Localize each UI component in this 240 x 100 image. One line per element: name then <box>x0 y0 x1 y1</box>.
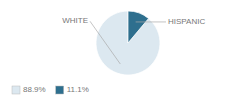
legend: 88.9% 11.1% <box>12 85 89 94</box>
legend-swatch <box>12 86 20 94</box>
slice-label: HISPANIC <box>168 17 205 26</box>
slice-label: WHITE <box>62 16 88 25</box>
legend-item: 11.1% <box>56 85 89 94</box>
legend-item: 88.9% <box>12 85 46 94</box>
leader-line <box>90 21 120 64</box>
leader-line <box>136 21 166 22</box>
legend-label: 11.1% <box>67 85 89 94</box>
pie-slice <box>128 11 149 43</box>
annotations: WHITE HISPANIC <box>62 16 205 64</box>
legend-swatch <box>56 86 64 94</box>
legend-label: 88.9% <box>23 85 46 94</box>
chart: WHITE HISPANIC 88.9% 11.1% <box>0 0 240 100</box>
